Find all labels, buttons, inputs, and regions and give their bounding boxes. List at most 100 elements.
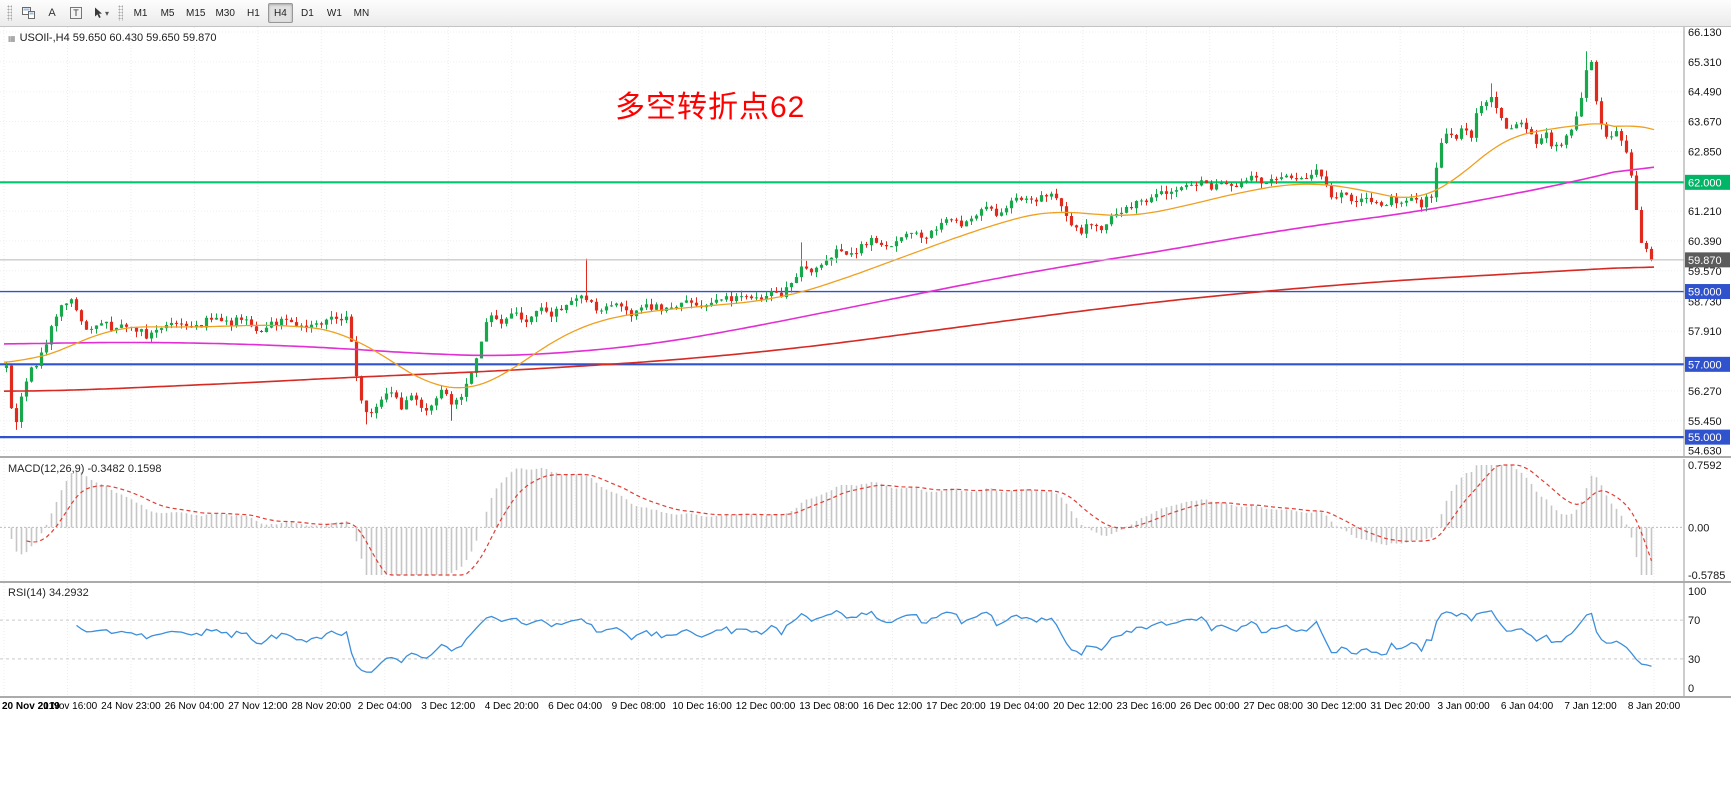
chevron-down-icon: ▾	[105, 8, 110, 18]
timeframe-label: M1	[133, 7, 148, 19]
time-axis-label: 30 Dec 12:00	[1306, 701, 1367, 712]
macd-indicator-label: MACD(12,26,9) -0.3482 0.1598	[8, 463, 162, 475]
time-axis-label: 26 Dec 00:00	[1180, 701, 1240, 712]
timeframe-w1-button[interactable]: W1	[322, 3, 347, 23]
time-axis-label: 24 Nov 23:00	[101, 701, 161, 712]
timeframe-label: W1	[326, 7, 342, 19]
svg-text:54.630: 54.630	[1688, 446, 1722, 456]
main-chart-pane[interactable]: 66.130 65.310 64.490 63.670 62.850 61.210 60.3…	[0, 27, 1731, 456]
svg-text:60.390: 60.390	[1688, 236, 1722, 248]
symbol-ohlc-label: ▦ USOIl-,H4 59.650 60.430 59.650 59.870	[8, 32, 216, 44]
insert-text-button[interactable]: A	[41, 3, 63, 23]
svg-text:55.450: 55.450	[1688, 416, 1722, 428]
svg-text:57.000: 57.000	[1688, 359, 1722, 371]
timeframe-label: M30	[215, 7, 235, 19]
time-axis-label: 17 Dec 20:00	[926, 701, 986, 712]
time-axis[interactable]: 20 Nov 2019 21 Nov 16:00 24 Nov 23:00 26 No…	[0, 698, 1731, 716]
svg-text:56.270: 56.270	[1688, 386, 1722, 398]
chart-menu-icon: ▦	[8, 33, 16, 43]
timeframe-label: M5	[160, 7, 175, 19]
time-axis-label: 3 Dec 12:00	[421, 701, 476, 712]
timeframe-label: H1	[247, 7, 260, 19]
text-label-icon: T	[70, 7, 82, 19]
time-axis-label: 16 Dec 12:00	[862, 701, 923, 712]
ma-slow-line	[3, 266, 1655, 392]
time-axis-label: 13 Dec 08:00	[799, 701, 859, 712]
macd-signal-line	[26, 464, 1653, 576]
timeframe-m30-button[interactable]: M30	[211, 3, 238, 23]
price-axis: 66.130 65.310 64.490 63.670 62.850 61.210 60.3…	[1683, 27, 1730, 456]
candles-layer	[4, 51, 1654, 430]
toolbar: A T ▾ M1 M5 M15 M30 H1 H4 D1 W1 MN	[0, 0, 1731, 27]
rsi-indicator-pane[interactable]: 100 70 30 0	[0, 583, 1731, 696]
svg-text:70: 70	[1688, 615, 1700, 627]
ma-fast-line	[3, 123, 1655, 389]
timeframe-m5-button[interactable]: M5	[155, 3, 180, 23]
pane-divider[interactable]	[0, 456, 1731, 458]
svg-text:62.850: 62.850	[1688, 146, 1722, 158]
time-axis-label: 28 Nov 20:00	[291, 701, 352, 712]
horizontal-level-lines[interactable]	[0, 181, 1684, 439]
svg-text:0.00: 0.00	[1688, 522, 1709, 534]
timeframe-d1-button[interactable]: D1	[295, 3, 320, 23]
time-axis-label: 2 Dec 04:00	[357, 701, 412, 712]
charts-window-icon	[21, 7, 35, 19]
time-axis-label: 31 Dec 20:00	[1370, 701, 1430, 712]
time-axis-label: 3 Jan 00:00	[1437, 701, 1490, 712]
price-level-badge	[1685, 284, 1730, 300]
text-label-button[interactable]: T	[65, 3, 87, 23]
svg-text:55.000: 55.000	[1688, 432, 1722, 444]
timeframe-m15-button[interactable]: M15	[182, 3, 209, 23]
symbol-ohlc-text: USOIl-,H4 59.650 60.430 59.650 59.870	[19, 32, 217, 44]
time-axis-label: 4 Dec 20:00	[484, 701, 539, 712]
rsi-axis: 100 70 30 0	[1683, 583, 1706, 696]
svg-text:-0.5785: -0.5785	[1688, 570, 1725, 581]
time-axis-label: 27 Nov 12:00	[228, 701, 288, 712]
price-level-badge	[1685, 429, 1730, 445]
pane-divider[interactable]	[0, 696, 1731, 698]
time-axis-label: 12 Dec 00:00	[735, 701, 796, 712]
time-axis-label: 7 Jan 12:00	[1564, 701, 1617, 712]
ma-mid-line	[3, 166, 1655, 357]
timeframe-m1-button[interactable]: M1	[128, 3, 153, 23]
timeframe-label: D1	[301, 7, 314, 19]
macd-gridlines	[0, 459, 1684, 581]
macd-indicator-pane[interactable]: 0.7592 0.00 -0.5785	[0, 459, 1731, 581]
svg-text:57.910: 57.910	[1688, 326, 1722, 338]
timeframe-mn-button[interactable]: MN	[349, 3, 374, 23]
toolbar-grip[interactable]	[118, 5, 124, 21]
time-axis-label: 20 Nov 2019	[2, 701, 60, 712]
svg-text:66.130: 66.130	[1688, 27, 1722, 39]
svg-text:100: 100	[1688, 586, 1706, 598]
time-axis-label: 26 Nov 04:00	[164, 701, 225, 712]
svg-text:63.670: 63.670	[1688, 117, 1722, 129]
price-level-badge	[1685, 174, 1730, 190]
time-axis-label: 19 Dec 04:00	[989, 701, 1050, 712]
insert-text-label: A	[48, 7, 56, 19]
svg-text:30: 30	[1688, 654, 1700, 666]
svg-text:0: 0	[1688, 683, 1694, 695]
timeframe-h4-button[interactable]: H4	[267, 3, 293, 23]
svg-text:59.570: 59.570	[1688, 266, 1722, 278]
charts-window-button[interactable]	[17, 3, 39, 23]
toolbar-grip[interactable]	[7, 5, 12, 21]
timeframe-label: M15	[186, 7, 206, 19]
time-axis-label: 8 Jan 20:00	[1627, 701, 1681, 712]
main-gridlines	[0, 27, 1684, 456]
time-axis-label: 9 Dec 08:00	[611, 701, 666, 712]
rsi-gridlines	[0, 583, 1684, 696]
time-axis-label: 10 Dec 16:00	[672, 701, 732, 712]
chart-annotation-text[interactable]: 多空转折点62	[615, 91, 806, 124]
time-axis-label: 21 Nov 16:00	[37, 701, 98, 712]
price-level-badge	[1685, 356, 1730, 372]
macd-histogram	[10, 465, 1653, 575]
svg-text:59.000: 59.000	[1688, 287, 1722, 299]
pane-divider[interactable]	[0, 581, 1731, 583]
svg-text:62.000: 62.000	[1688, 177, 1722, 189]
cursor-tool-button[interactable]: ▾	[89, 3, 113, 23]
svg-text:0.7592: 0.7592	[1688, 460, 1722, 472]
svg-text:58.730: 58.730	[1688, 296, 1722, 308]
price-level-badge	[1685, 252, 1730, 268]
timeframe-h1-button[interactable]: H1	[241, 3, 266, 23]
timeframe-label: H4	[274, 7, 287, 19]
